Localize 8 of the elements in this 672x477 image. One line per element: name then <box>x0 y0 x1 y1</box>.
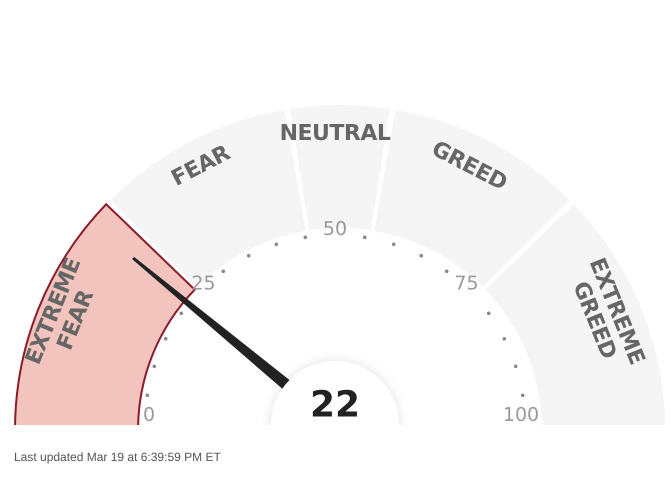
slice-label: NEUTRAL <box>280 120 391 146</box>
text: 50 <box>322 218 348 240</box>
text: Last updated Mar 19 at 6:39:59 PM ET <box>14 450 222 464</box>
text: 25 <box>191 272 216 294</box>
text: 75 <box>454 272 479 294</box>
text: 100 <box>502 404 540 426</box>
text: 22 <box>310 384 360 426</box>
text: 0 <box>142 404 156 426</box>
